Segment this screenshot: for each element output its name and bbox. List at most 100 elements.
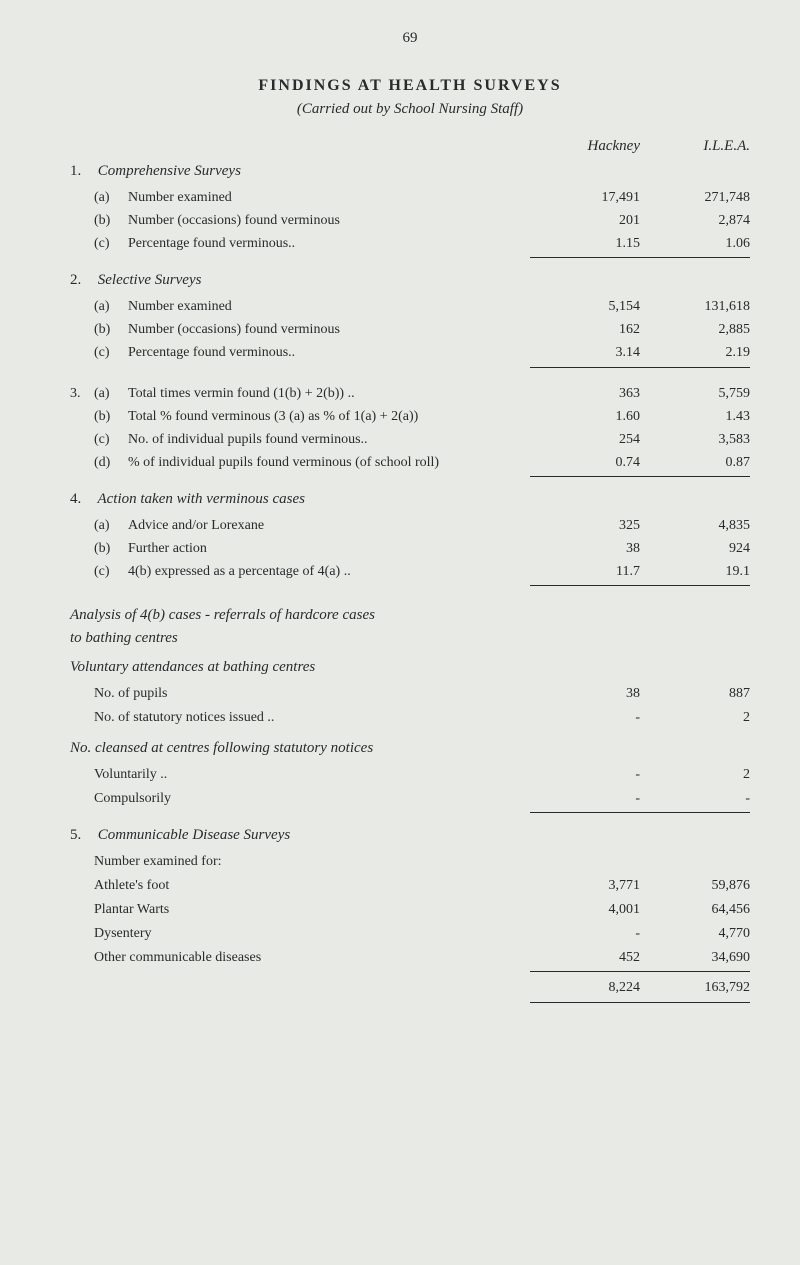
analysis-title-line1: Analysis of 4(b) cases - referrals of ha…: [70, 607, 375, 623]
divider-line: [70, 367, 750, 368]
row-letter: (a): [94, 186, 128, 209]
row-value-hackney: 363: [530, 382, 640, 405]
document-title: FINDINGS AT HEALTH SURVEYS: [70, 77, 750, 95]
row-label: Number examined: [128, 295, 530, 318]
divider-line: [70, 257, 750, 258]
table-row: (b) Number (occasions) found verminous 2…: [70, 209, 750, 232]
table-row: (a) Number examined 17,491 271,748: [70, 186, 750, 209]
row-label: Other communicable diseases: [70, 946, 530, 970]
section-title-4: 4. Action taken with verminous cases: [70, 491, 750, 508]
row-value-hackney: 17,491: [530, 186, 640, 209]
row-letter: (c): [94, 560, 128, 583]
row-letter: (c): [94, 232, 128, 255]
row-label: Total % found verminous (3 (a) as % of 1…: [128, 405, 530, 428]
row-value-ilea: 131,618: [640, 295, 750, 318]
row-value-hackney: 38: [530, 537, 640, 560]
row-label: No. of individual pupils found verminous…: [128, 428, 530, 451]
row-value-hackney: -: [530, 763, 640, 787]
cleansed-title: No. cleansed at centres following statut…: [70, 740, 750, 757]
table-row: (d) % of individual pupils found vermino…: [70, 451, 750, 474]
row-letter: (b): [94, 209, 128, 232]
row-value-hackney: -: [530, 922, 640, 946]
divider-line: [70, 476, 750, 477]
row-value-hackney: 162: [530, 318, 640, 341]
row-letter: (a): [94, 514, 128, 537]
table-row: Athlete's foot 3,771 59,876: [70, 874, 750, 898]
row-value-hackney: 1.60: [530, 405, 640, 428]
row-letter: (b): [94, 405, 128, 428]
document-page: 69 FINDINGS AT HEALTH SURVEYS (Carried o…: [0, 0, 800, 1057]
section-title-1: 1. Comprehensive Surveys: [70, 163, 750, 180]
row-label: Voluntarily ..: [70, 763, 530, 787]
section-title-2: 2. Selective Surveys: [70, 272, 750, 289]
row-label: Number (occasions) found verminous: [128, 318, 530, 341]
analysis-title-line2: to bathing centres: [70, 630, 178, 646]
table-row: Plantar Warts 4,001 64,456: [70, 898, 750, 922]
row-letter: (d): [94, 451, 128, 474]
row-value-hackney: 254: [530, 428, 640, 451]
row-value-ilea: 2: [640, 706, 750, 730]
table-row: (c) No. of individual pupils found vermi…: [70, 428, 750, 451]
row-label: Advice and/or Lorexane: [128, 514, 530, 537]
row-letter: (c): [94, 428, 128, 451]
row-letter: (b): [94, 318, 128, 341]
section-heading: Communicable Disease Surveys: [98, 827, 290, 843]
row-label: % of individual pupils found verminous (…: [128, 451, 530, 474]
section-number: 2.: [70, 272, 94, 289]
divider-line: [70, 1002, 750, 1003]
row-value-ilea: 924: [640, 537, 750, 560]
row-value-hackney: 201: [530, 209, 640, 232]
row-value-ilea: 2: [640, 763, 750, 787]
row-value-hackney: 11.7: [530, 560, 640, 583]
divider-line: [70, 971, 750, 972]
row-value-ilea: 3,583: [640, 428, 750, 451]
row-label: No. of statutory notices issued ..: [70, 706, 530, 730]
row-value-ilea: 2.19: [640, 341, 750, 364]
row-value-hackney: -: [530, 787, 640, 811]
row-label: Total times vermin found (1(b) + 2(b)) .…: [128, 382, 530, 405]
total-value-ilea: 163,792: [640, 976, 750, 1000]
row-value-hackney: 452: [530, 946, 640, 970]
row-letter: (c): [94, 341, 128, 364]
row-value-ilea: 59,876: [640, 874, 750, 898]
row-value-hackney: 1.15: [530, 232, 640, 255]
table-row: (a) Number examined 5,154 131,618: [70, 295, 750, 318]
table-row: No. of pupils 38 887: [70, 682, 750, 706]
section-number: 1.: [70, 163, 94, 180]
row-value-ilea: 4,770: [640, 922, 750, 946]
section-heading: Comprehensive Surveys: [98, 163, 241, 179]
row-value-ilea: 34,690: [640, 946, 750, 970]
row-value-ilea: 19.1: [640, 560, 750, 583]
divider-line: [70, 812, 750, 813]
voluntary-attendance-title: Voluntary attendances at bathing centres: [70, 659, 750, 676]
row-label: Number examined for:: [70, 850, 530, 874]
column-headers: Hackney I.L.E.A.: [70, 138, 750, 155]
table-row: 3. (a) Total times vermin found (1(b) + …: [70, 382, 750, 405]
table-row: (c) 4(b) expressed as a percentage of 4(…: [70, 560, 750, 583]
row-letter: (a): [94, 295, 128, 318]
table-row: Dysentery - 4,770: [70, 922, 750, 946]
section-number: 5.: [70, 827, 94, 844]
row-label: Percentage found verminous..: [128, 341, 530, 364]
row-value-hackney: 0.74: [530, 451, 640, 474]
section-heading: Action taken with verminous cases: [97, 491, 304, 507]
row-value-hackney: 325: [530, 514, 640, 537]
row-label: Compulsorily: [70, 787, 530, 811]
row-value-ilea: 2,885: [640, 318, 750, 341]
row-value-ilea: -: [640, 787, 750, 811]
row-value-ilea: 0.87: [640, 451, 750, 474]
section-number: 4.: [70, 491, 94, 508]
column-header-ilea: I.L.E.A.: [640, 138, 750, 155]
row-value-ilea: 4,835: [640, 514, 750, 537]
column-header-hackney: Hackney: [530, 138, 640, 155]
table-row: Other communicable diseases 452 34,690: [70, 946, 750, 970]
total-value-hackney: 8,224: [530, 976, 640, 1000]
row-label: Number examined: [128, 186, 530, 209]
row-label: Plantar Warts: [70, 898, 530, 922]
row-letter: (b): [94, 537, 128, 560]
row-value-ilea: 5,759: [640, 382, 750, 405]
total-row: 8,224 163,792: [70, 976, 750, 1000]
row-label: 4(b) expressed as a percentage of 4(a) .…: [128, 560, 530, 583]
table-row: (b) Total % found verminous (3 (a) as % …: [70, 405, 750, 428]
row-value-ilea: 271,748: [640, 186, 750, 209]
